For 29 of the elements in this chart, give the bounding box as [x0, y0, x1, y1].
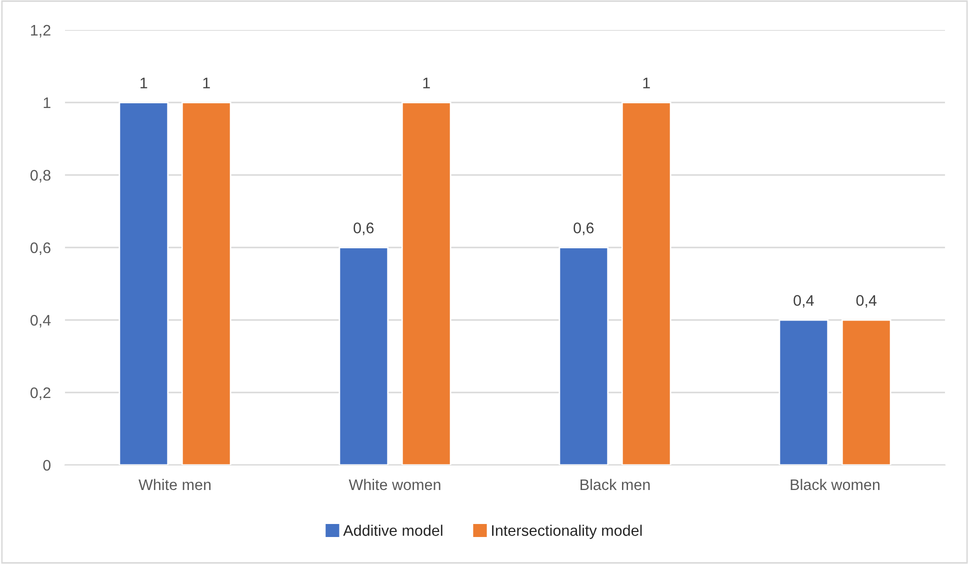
y-tick-label: 0,8 — [30, 170, 50, 182]
data-label: 0,4 — [856, 295, 877, 308]
data-label: 1 — [643, 78, 650, 88]
bar — [338, 246, 389, 465]
y-tick-label: 1,2 — [31, 24, 50, 38]
data-label: 1 — [203, 78, 210, 88]
bar — [558, 246, 609, 465]
y-tick-label: 0,4 — [30, 314, 51, 328]
bar — [841, 319, 892, 465]
legend-label: Additive model — [343, 524, 442, 536]
y-tick-label: 0,2 — [30, 387, 50, 400]
data-label: 1 — [423, 78, 430, 88]
bar — [118, 102, 169, 465]
x-tick-label: White women — [348, 478, 440, 490]
y-tick-label: 0 — [43, 460, 51, 471]
x-tick-label: White men — [138, 478, 211, 490]
x-tick-label: Black women — [790, 478, 880, 490]
bar — [181, 102, 232, 465]
legend-label: Intersectionality model — [492, 524, 642, 539]
y-tick-label: 1 — [44, 98, 50, 108]
data-label: 0,4 — [794, 295, 814, 308]
y-tick-label: 0,6 — [30, 242, 50, 255]
bar — [401, 102, 452, 465]
x-tick-label: Black men — [580, 478, 650, 490]
bar — [621, 102, 672, 465]
data-label: 1 — [140, 78, 148, 88]
data-label: 0,6 — [574, 222, 594, 236]
bar — [778, 319, 829, 465]
data-label: 0,6 — [354, 222, 374, 236]
